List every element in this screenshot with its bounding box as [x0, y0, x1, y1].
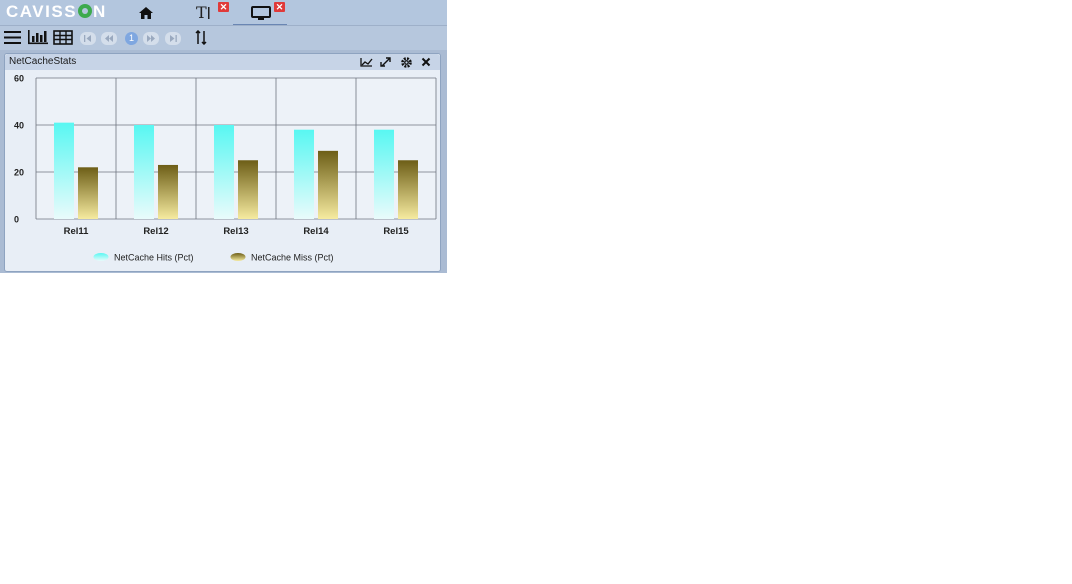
bar-hits — [294, 129, 314, 219]
next-page-button[interactable] — [143, 32, 159, 45]
home-icon[interactable] — [138, 6, 154, 20]
close-tab-icon[interactable]: ✕ — [218, 2, 229, 12]
legend-label: NetCache Hits (Pct) — [114, 253, 194, 263]
plot-area — [36, 78, 436, 219]
top-header: CAVISS N T ✕ ✕ — [0, 0, 447, 26]
chart-panel: NetCacheStats 0 20 40 60 Rel11 Rel12 Rel13 Rel1… — [4, 53, 441, 272]
x-tick-label: Rel12 — [143, 226, 168, 237]
bar-chart: 0 20 40 60 Rel11 Rel12 Rel13 Rel14 Rel15 NetCache… — [14, 74, 437, 263]
bar-hits — [374, 129, 394, 219]
text-cursor-icon — [208, 7, 210, 19]
previous-page-button[interactable] — [101, 32, 117, 45]
legend-label: NetCache Miss (Pct) — [251, 253, 334, 263]
legend-swatch — [93, 253, 109, 261]
x-tick-label: Rel11 — [64, 226, 90, 237]
bar-miss — [318, 150, 338, 219]
first-page-icon — [84, 35, 91, 42]
y-tick-label: 0 — [14, 215, 19, 225]
logo-circle — [78, 4, 93, 18]
table-icon[interactable] — [53, 30, 73, 45]
y-tick-label: 20 — [14, 168, 24, 178]
settings-icon[interactable] — [401, 57, 412, 68]
brand-logo: CAVISS N — [6, 2, 107, 21]
bar-miss — [398, 160, 418, 219]
next-page-icon — [147, 35, 155, 42]
line-chart-icon[interactable] — [360, 57, 373, 67]
y-tick-label: 40 — [14, 121, 24, 131]
expand-icon[interactable] — [380, 57, 392, 67]
bar-chart-icon[interactable] — [28, 30, 48, 45]
bar-miss — [158, 164, 178, 219]
bar-hits — [54, 122, 74, 219]
previous-page-icon — [105, 35, 113, 42]
x-tick-label: Rel13 — [223, 226, 248, 237]
panel-header: NetCacheStats — [5, 54, 440, 70]
close-tab-icon[interactable]: ✕ — [274, 2, 285, 12]
last-page-button[interactable] — [165, 32, 181, 45]
app-window: CAVISS N T ✕ ✕ — [0, 0, 447, 273]
x-tick-label: Rel15 — [383, 226, 409, 237]
tab-monitor[interactable]: ✕ — [233, 1, 287, 26]
toolbar: 1 — [0, 25, 447, 50]
sort-icon[interactable] — [195, 30, 207, 45]
bar-hits — [214, 125, 234, 219]
first-page-button[interactable] — [80, 32, 96, 45]
bar-hits — [134, 125, 154, 219]
tab-text-tool[interactable]: T ✕ — [196, 2, 232, 24]
panel-title: NetCacheStats — [9, 56, 77, 67]
last-page-icon — [170, 35, 177, 42]
bar-miss — [78, 167, 98, 219]
bar-miss — [238, 160, 258, 219]
close-icon[interactable] — [421, 57, 431, 67]
menu-icon[interactable] — [4, 30, 21, 45]
monitor-icon — [251, 6, 271, 20]
x-tick-label: Rel14 — [303, 226, 329, 237]
y-tick-label: 60 — [14, 74, 24, 84]
page-number[interactable]: 1 — [125, 32, 138, 45]
legend-swatch — [230, 253, 246, 261]
text-tool-icon: T — [196, 3, 207, 22]
